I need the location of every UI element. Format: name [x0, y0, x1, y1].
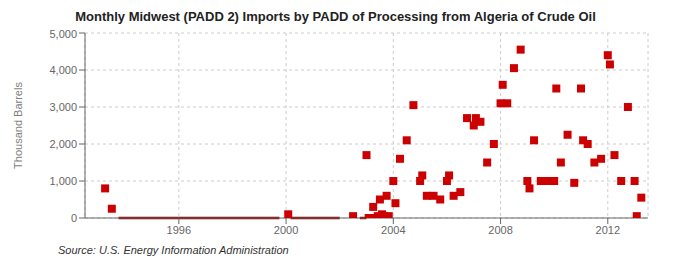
svg-text:0: 0	[71, 212, 77, 224]
svg-text:1,000: 1,000	[49, 175, 77, 187]
svg-text:2012: 2012	[596, 224, 620, 236]
svg-text:2004: 2004	[381, 224, 405, 236]
html-text:Monthly Midwest (PADD 2) Impor: Monthly Midwest (PADD 2) Imports by PADD…	[75, 9, 596, 24]
svg-text:2008: 2008	[488, 224, 512, 236]
svg-text:Thousand Barrels: Thousand Barrels	[12, 82, 24, 169]
svg-text:5,000: 5,000	[49, 28, 77, 40]
svg-text:2000: 2000	[274, 224, 298, 236]
svg-text:4,000: 4,000	[49, 64, 77, 76]
svg-text:3,000: 3,000	[49, 101, 77, 113]
svg-text:1996: 1996	[167, 224, 191, 236]
svg-text:2,000: 2,000	[49, 138, 77, 150]
html-text:Source: U.S. Energy Informatio: Source: U.S. Energy Information Administ…	[58, 244, 289, 256]
